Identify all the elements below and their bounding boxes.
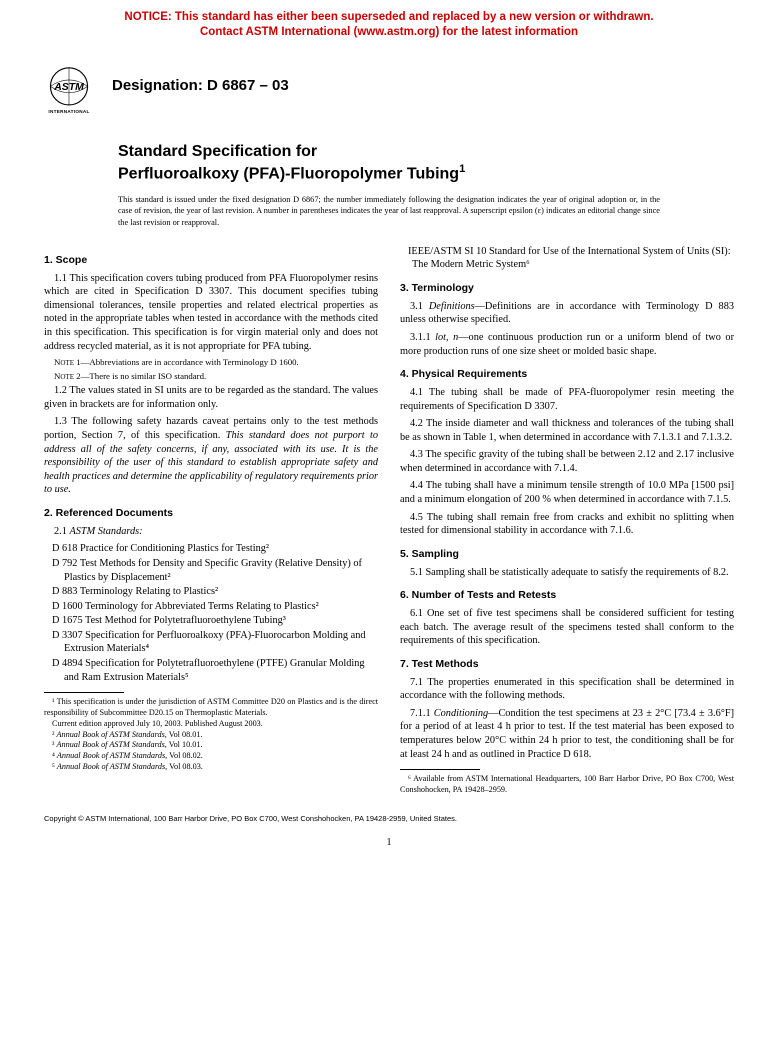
content-columns: 1. Scope 1.1 This specification covers t… (0, 244, 778, 796)
p-4-5: 4.5 The tubing shall remain free from cr… (400, 511, 734, 538)
designation: Designation: D 6867 – 03 (112, 76, 289, 96)
svg-text:INTERNATIONAL: INTERNATIONAL (48, 109, 89, 114)
terminology-head: 3. Terminology (400, 282, 734, 296)
p-1-2: 1.2 The values stated in SI units are to… (44, 384, 378, 411)
ref-item: D 3307 Specification for Perfluoroalkoxy… (44, 629, 378, 656)
svg-text:ASTM: ASTM (53, 82, 84, 93)
p-5-1: 5.1 Sampling shall be statistically adeq… (400, 566, 734, 580)
ref-item: D 883 Terminology Relating to Plastics² (44, 585, 378, 599)
testmethods-head: 7. Test Methods (400, 658, 734, 672)
fn-6: ⁶ Available from ASTM International Head… (400, 774, 734, 796)
p-3-1-1: 3.1.1 lot, n—one continuous production r… (400, 331, 734, 358)
sampling-head: 5. Sampling (400, 548, 734, 562)
footnote-rule (44, 692, 124, 693)
p-4-4: 4.4 The tubing shall have a minimum tens… (400, 479, 734, 506)
header: ASTM INTERNATIONAL Designation: D 6867 –… (0, 44, 778, 120)
fn-3: ³ Annual Book of ASTM Standards, Vol 10.… (44, 740, 378, 751)
fn-1: ¹ This specification is under the jurisd… (44, 697, 378, 719)
p-7-1-1: 7.1.1 Conditioning—Condition the test sp… (400, 707, 734, 761)
ref-item: D 1675 Test Method for Polytetrafluoroet… (44, 614, 378, 628)
ieee-ref: IEEE/ASTM SI 10 Standard for Use of the … (400, 245, 734, 272)
fn-4: ⁴ Annual Book of ASTM Standards, Vol 08.… (44, 751, 378, 762)
ref-item: D 618 Practice for Conditioning Plastics… (44, 542, 378, 556)
fn-5: ⁵ Annual Book of ASTM Standards, Vol 08.… (44, 762, 378, 773)
p-4-1: 4.1 The tubing shall be made of PFA-fluo… (400, 386, 734, 413)
right-column: IEEE/ASTM SI 10 Standard for Use of the … (400, 244, 734, 796)
p-1-1: 1.1 This specification covers tubing pro… (44, 272, 378, 353)
ref-item: D 1600 Terminology for Abbreviated Terms… (44, 600, 378, 614)
notice-line1: NOTICE: This standard has either been su… (124, 11, 653, 23)
p-6-1: 6.1 One set of five test specimens shall… (400, 607, 734, 648)
astm-logo: ASTM INTERNATIONAL (40, 62, 98, 120)
fn-ed: Current edition approved July 10, 2003. … (44, 719, 378, 730)
page-number: 1 (0, 836, 778, 850)
title-block: Standard Specification for Perfluoroalko… (118, 142, 778, 184)
title-line1: Standard Specification for (118, 142, 778, 162)
p-2-1: 2.1 ASTM Standards: (44, 525, 378, 539)
refdocs-head: 2. Referenced Documents (44, 507, 378, 521)
scope-head: 1. Scope (44, 254, 378, 268)
ref-item: D 792 Test Methods for Density and Speci… (44, 557, 378, 584)
copyright: Copyright © ASTM International, 100 Barr… (0, 796, 778, 824)
p-3-1: 3.1 Definitions—Definitions are in accor… (400, 300, 734, 327)
p-4-3: 4.3 The specific gravity of the tubing s… (400, 448, 734, 475)
p-1-3: 1.3 The following safety hazards caveat … (44, 415, 378, 496)
p-4-2: 4.2 The inside diameter and wall thickne… (400, 417, 734, 444)
note-1: NOTE NOTE 1—Abbreviations are in accorda… (44, 357, 378, 369)
title-sup: 1 (459, 163, 465, 175)
fn-2: ² Annual Book of ASTM Standards, Vol 08.… (44, 730, 378, 741)
footnote-rule-right (400, 769, 480, 770)
issued-note: This standard is issued under the fixed … (118, 194, 660, 228)
ref-item: D 4894 Specification for Polytetrafluoro… (44, 657, 378, 684)
physreq-head: 4. Physical Requirements (400, 368, 734, 382)
p-7-1: 7.1 The properties enumerated in this sp… (400, 676, 734, 703)
notice-banner: NOTICE: This standard has either been su… (0, 0, 778, 44)
note-2: NOTE 2—There is no similar ISO standard. (44, 371, 378, 383)
left-column: 1. Scope 1.1 This specification covers t… (44, 244, 378, 796)
tests-head: 6. Number of Tests and Retests (400, 589, 734, 603)
notice-line2: Contact ASTM International (www.astm.org… (200, 26, 578, 38)
title-line2: Perfluoroalkoxy (PFA)-Fluoropolymer Tubi… (118, 165, 459, 182)
